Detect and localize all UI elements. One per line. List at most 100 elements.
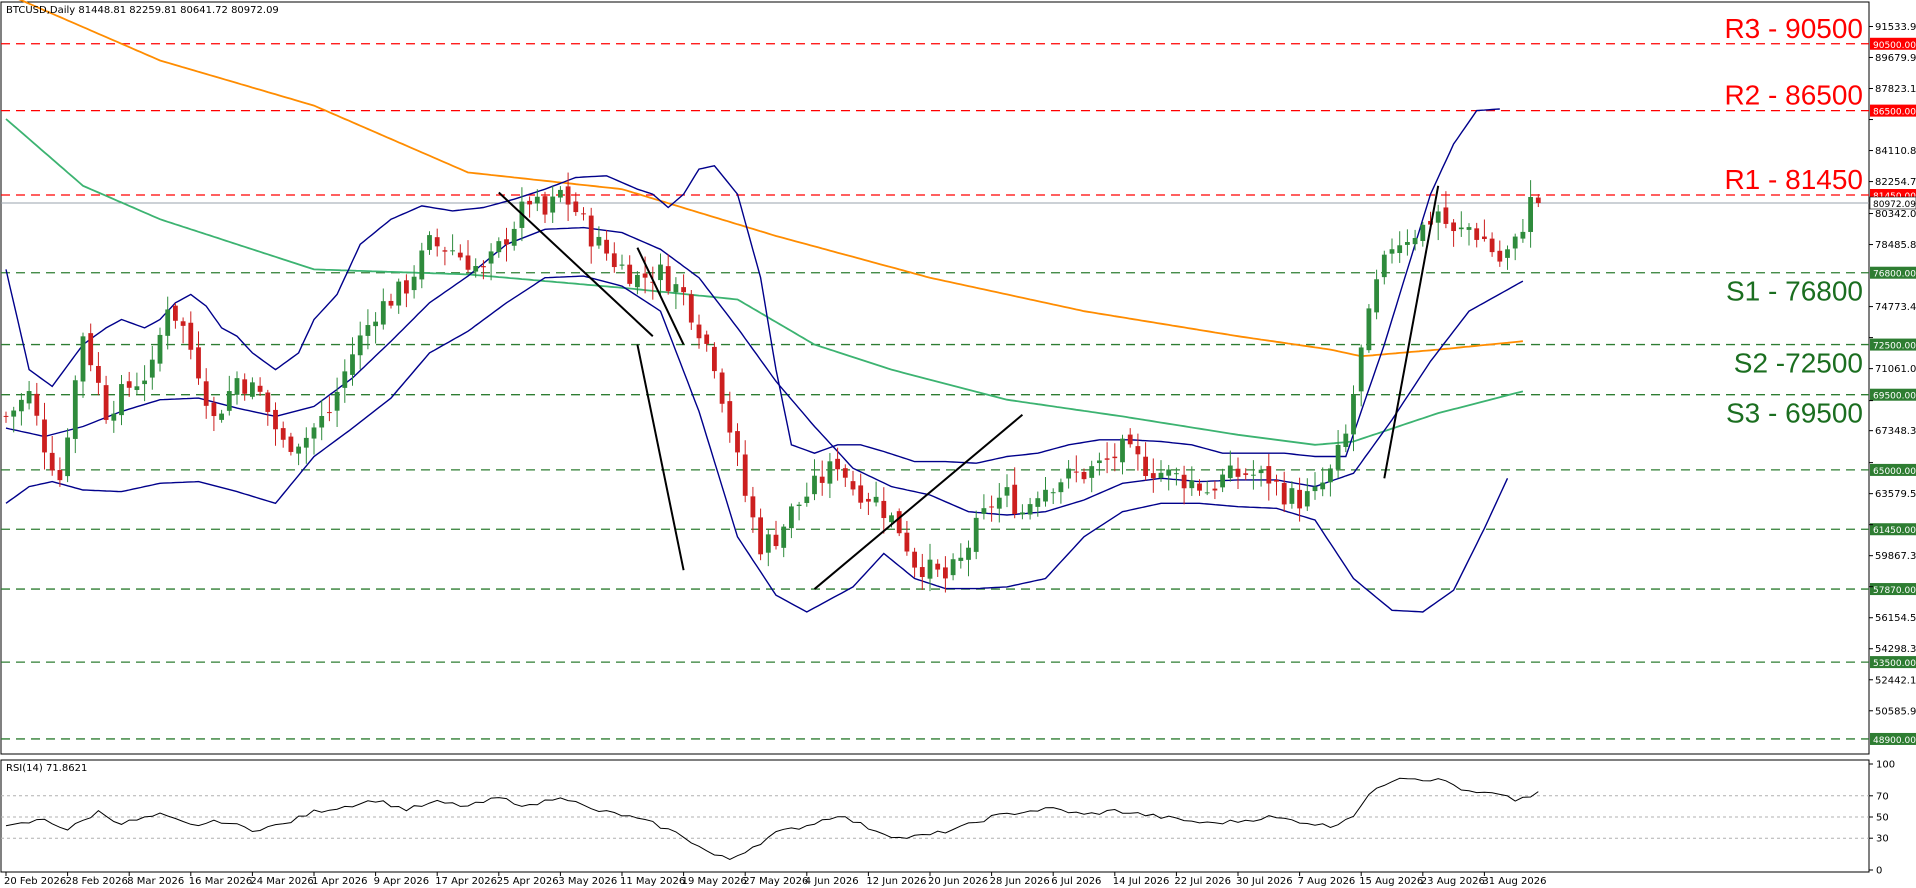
candle-body: [542, 196, 548, 215]
rsi-line: [5, 777, 1539, 861]
candle-body: [1127, 434, 1133, 445]
candle-body: [350, 354, 355, 375]
date-tick-label: 16 Mar 2026: [189, 876, 252, 887]
candle-body: [1328, 468, 1333, 483]
candle-body: [1104, 458, 1110, 460]
candle-body: [1120, 438, 1125, 463]
candle-body: [919, 567, 925, 578]
candle-body: [342, 371, 348, 388]
candle-body: [896, 511, 902, 534]
candle-body: [1397, 245, 1403, 254]
candle-body: [49, 452, 55, 471]
ma200-line: [18, 0, 1523, 358]
trendline: [813, 413, 1024, 590]
candle-body: [1528, 197, 1533, 232]
candle-body: [134, 386, 140, 390]
price-tick-label: 59867.30: [1875, 551, 1916, 562]
price-tick-label: 63579.55: [1875, 489, 1916, 500]
candle-body: [242, 379, 248, 394]
candle-body: [1343, 433, 1349, 447]
date-tick-label: 31 Aug 2026: [1482, 876, 1546, 887]
trendlines: [498, 185, 1440, 590]
date-tick-label: 7 Aug 2026: [1298, 876, 1356, 887]
candle-body: [1435, 211, 1441, 223]
candle-body: [265, 392, 271, 412]
price-tick-label: 54298.35: [1875, 644, 1916, 655]
candle-body: [1166, 469, 1172, 476]
candle-body: [219, 413, 224, 420]
current-price-tag-bg: [1869, 196, 1916, 210]
candle-body: [1089, 466, 1095, 478]
candle-body: [973, 517, 979, 552]
candle-body: [573, 201, 579, 213]
candle-body: [1227, 465, 1233, 479]
candle-body: [473, 266, 479, 272]
candle-body: [1281, 482, 1287, 505]
price-tick-label: 56154.55: [1875, 613, 1916, 624]
candle-body: [1266, 466, 1272, 484]
candle-body: [1050, 492, 1056, 494]
rsi-panel: 100 70 50 30 0: [1, 760, 1895, 877]
price-tick-label: 89679.95: [1875, 53, 1916, 64]
candle-body: [781, 526, 787, 548]
rsi-tick-label: 100: [1876, 760, 1895, 771]
candle-body: [288, 436, 294, 452]
rsi-tick-label: 30: [1876, 834, 1889, 845]
candle-body: [427, 235, 432, 250]
candle-body: [88, 333, 94, 366]
level-label-69500: S3 - 69500: [1726, 398, 1863, 429]
candle-body: [558, 189, 563, 198]
candle-body: [319, 415, 325, 428]
level-tag-bg-48900: [1870, 732, 1916, 745]
trendline: [498, 191, 654, 337]
candle-body: [165, 309, 171, 336]
candle-body: [842, 468, 848, 478]
candle-body: [311, 427, 317, 439]
date-tick-label: 9 Apr 2026: [374, 876, 429, 887]
candle-body: [1412, 237, 1418, 245]
candle-body: [1474, 228, 1480, 240]
date-tick-label: 15 Aug 2026: [1359, 876, 1423, 887]
candle-body: [1174, 473, 1179, 475]
candle-body: [1020, 512, 1025, 515]
candle-body: [442, 250, 448, 252]
candle-body: [1389, 249, 1395, 254]
candle-body: [989, 506, 994, 508]
candle-body: [681, 287, 686, 293]
price-axis: 91533.90 89679.95 87823.10 84110.80 82254.70…: [1869, 22, 1916, 717]
trendline: [1383, 185, 1440, 479]
candle-body: [927, 559, 933, 579]
date-axis: 20 Feb 2026 28 Feb 2026 8 Mar 2026 16 Mar 2…: [4, 872, 1546, 887]
level-tag-53500: 53500.00: [1873, 659, 1916, 669]
candle-body: [1505, 249, 1510, 258]
candle-body: [280, 428, 286, 440]
candle-body: [380, 301, 386, 325]
date-tick-label: 3 May 2026: [558, 876, 617, 887]
candle-body: [819, 476, 825, 483]
level-tag-bg-72500: [1870, 338, 1916, 351]
date-tick-label: 4 Jun 2026: [805, 876, 859, 887]
candle-body: [904, 532, 910, 552]
level-labels: R3 - 90500 R2 - 86500 R1 - 81450 S1 - 76800…: [1724, 13, 1863, 429]
candle-body: [373, 321, 378, 327]
date-tick-label: 22 Jul 2026: [1174, 876, 1231, 887]
level-tag-65000: 65000.00: [1873, 467, 1916, 477]
candle-body: [950, 559, 956, 576]
current-price-tag: 80972.09: [1873, 200, 1916, 210]
candle-body: [588, 215, 594, 247]
rsi-label: RSI(14) 71.8621: [6, 763, 87, 774]
candle-body: [250, 382, 255, 397]
level-label-81450: R1 - 81450: [1724, 164, 1863, 195]
candle-body: [173, 305, 178, 321]
candle-body: [758, 517, 763, 555]
candle-body: [1466, 227, 1472, 230]
candle-body: [1158, 472, 1164, 478]
candle-body: [966, 547, 971, 560]
candle-body: [96, 365, 101, 383]
price-tick-label: 71061.00: [1875, 364, 1916, 375]
level-label-76800: S1 - 76800: [1726, 276, 1863, 307]
candle-body: [727, 401, 733, 433]
candle-body: [581, 213, 586, 215]
candle-body: [619, 264, 625, 266]
